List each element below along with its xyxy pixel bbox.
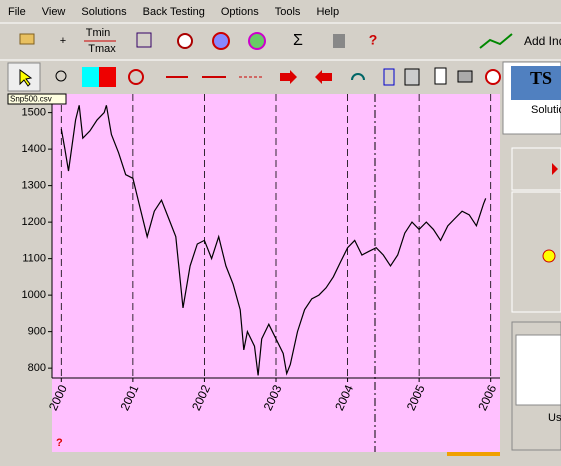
menu-bar: File View Solutions Back Testing Options Tool… — [8, 6, 339, 18]
add-indicator-button[interactable]: Add Ind — [524, 34, 561, 48]
print-icon[interactable] — [404, 68, 420, 86]
toolbar-bottom — [7, 62, 501, 92]
side-panel: TS Solution Us — [502, 61, 561, 451]
clock-icon[interactable] — [177, 33, 193, 49]
menu-item[interactable]: Tools — [275, 6, 301, 18]
logo-bg — [511, 66, 561, 100]
toolbar-top: + Tmin Tmax Σ ? Add Ind — [19, 27, 561, 55]
tool-icon[interactable] — [333, 34, 345, 48]
logo-text: TS — [530, 68, 552, 88]
zoom-icon[interactable] — [55, 70, 67, 82]
tooltip — [7, 93, 67, 105]
us-label: Us — [548, 412, 561, 424]
color-button[interactable] — [99, 67, 116, 87]
panel-icon[interactable] — [542, 249, 556, 263]
menu-item[interactable]: Solutions — [81, 6, 127, 18]
open-icon[interactable] — [19, 33, 35, 45]
right-icon[interactable] — [280, 70, 297, 84]
doc-icon[interactable] — [434, 67, 447, 85]
sigma-button[interactable]: Σ — [293, 32, 303, 49]
add-icon — [479, 33, 513, 49]
menu-item[interactable]: File — [8, 6, 26, 18]
left-icon[interactable] — [315, 70, 332, 84]
solution-label[interactable]: Solution — [531, 104, 561, 116]
help-mark[interactable]: ? — [56, 437, 63, 449]
bar-icon[interactable] — [383, 68, 395, 86]
grid-icon[interactable] — [136, 32, 152, 48]
status-bar — [0, 452, 500, 461]
y-axis-panel — [0, 94, 52, 452]
y-tick-label: 1500 — [22, 107, 46, 119]
plus-button[interactable]: + — [60, 35, 66, 47]
tmax-button[interactable]: Tmax — [88, 43, 116, 55]
y-tick-label: 800 — [28, 362, 46, 374]
color-icon[interactable] — [248, 32, 266, 50]
y-tick-label: 1100 — [22, 253, 46, 265]
stop-icon[interactable] — [485, 69, 501, 85]
y-tick-label: 1200 — [22, 216, 46, 228]
y-tick-label: 1400 — [22, 143, 46, 155]
y-tick-label: 1300 — [22, 180, 46, 192]
progress — [447, 452, 500, 456]
panel-arrow — [552, 163, 558, 175]
y-tick-label: 900 — [28, 326, 46, 338]
color-button[interactable] — [82, 67, 99, 87]
panel-field — [515, 334, 561, 406]
wheel-icon[interactable] — [212, 32, 230, 50]
price-line — [60, 105, 487, 376]
menu-item[interactable]: Help — [316, 6, 339, 18]
y-tick-label: 1000 — [22, 289, 46, 301]
menu-item[interactable]: Options — [221, 6, 259, 18]
curve-icon[interactable] — [351, 73, 365, 81]
menu-item[interactable]: View — [42, 6, 66, 18]
tooltip-text: Snp500.csv — [10, 95, 52, 104]
menu-item[interactable]: Back Testing — [143, 6, 205, 18]
printer-icon[interactable] — [457, 70, 473, 83]
pointer-icon — [19, 69, 33, 87]
tmin-button[interactable]: Tmin — [86, 27, 110, 39]
target-icon[interactable] — [128, 69, 144, 85]
help-button[interactable]: ? — [369, 32, 378, 48]
